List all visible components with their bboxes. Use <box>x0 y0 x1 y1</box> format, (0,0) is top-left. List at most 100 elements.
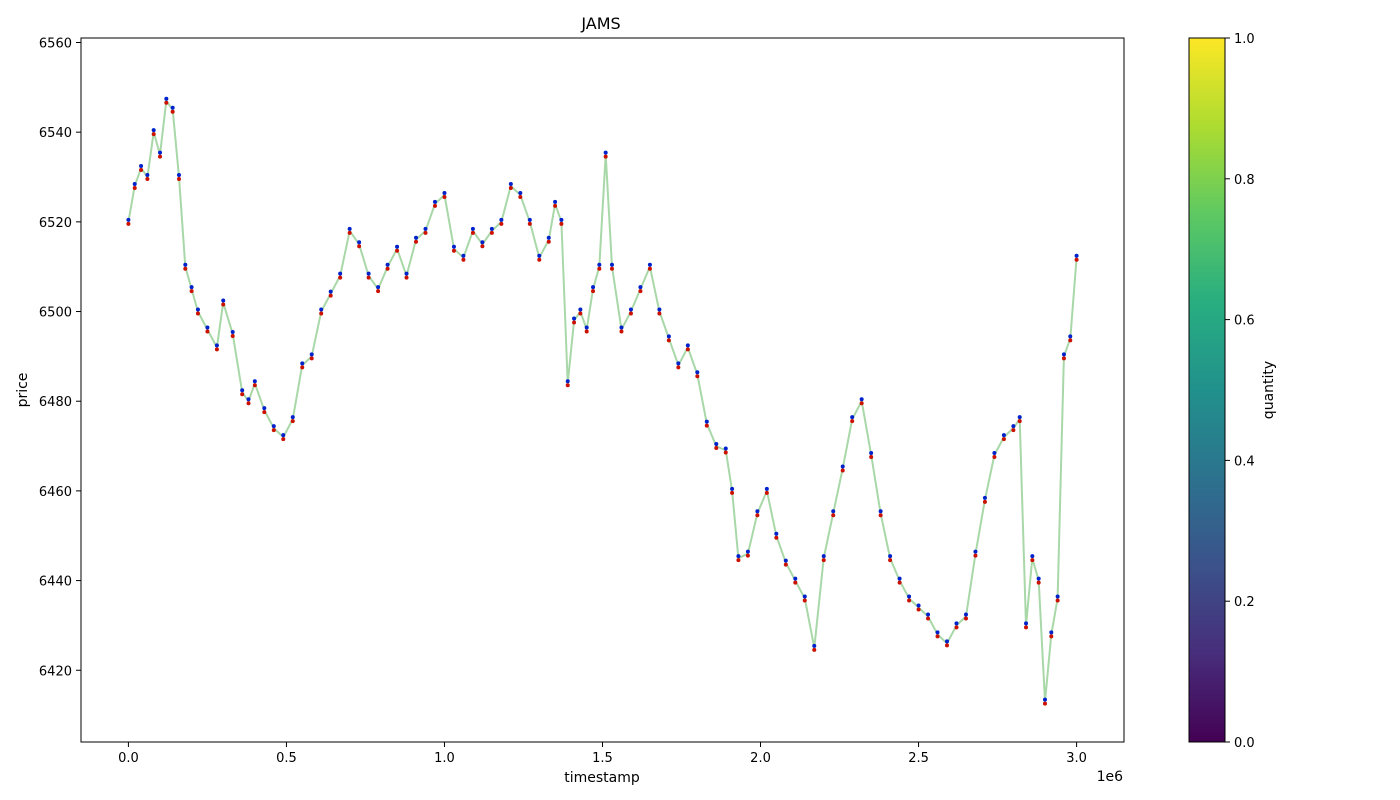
ask-point <box>158 150 163 155</box>
ask-point <box>423 226 428 231</box>
price-markers-layer <box>126 96 1079 706</box>
bid-point <box>954 625 959 630</box>
bid-point <box>205 329 210 334</box>
price-line <box>127 98 1078 702</box>
bid-point <box>366 275 371 280</box>
bid-point <box>423 230 428 235</box>
bid-point <box>591 289 596 294</box>
ask-point <box>1074 253 1079 258</box>
bid-point <box>714 446 719 451</box>
bid-point <box>935 634 940 639</box>
x-tick-label: 2.5 <box>908 751 929 766</box>
x-tick-label: 1.0 <box>434 751 455 766</box>
bid-point <box>1055 598 1060 603</box>
ask-point <box>527 217 532 222</box>
bid-point <box>158 154 163 159</box>
ask-point <box>300 361 305 366</box>
bid-point <box>730 490 735 495</box>
ask-point <box>271 424 276 429</box>
x-axis-label: timestamp <box>564 770 640 786</box>
ask-point <box>869 451 874 456</box>
ask-point <box>262 406 267 411</box>
ask-point <box>821 554 826 559</box>
bid-point <box>432 203 437 208</box>
bid-point <box>1030 558 1035 563</box>
ask-point <box>714 442 719 447</box>
ask-point <box>366 271 371 276</box>
bid-point <box>461 257 466 262</box>
ask-point <box>897 576 902 581</box>
ask-point <box>189 285 194 290</box>
ask-point <box>319 307 324 312</box>
bid-point <box>1061 356 1066 361</box>
x-tick-label: 0.5 <box>276 751 297 766</box>
bid-point <box>666 338 671 343</box>
ask-point <box>609 262 614 267</box>
bid-point <box>1011 428 1016 433</box>
bid-point <box>572 320 577 325</box>
price-line-layer <box>127 98 1078 702</box>
bid-point <box>328 293 333 298</box>
ask-point <box>518 190 523 195</box>
ask-point <box>164 96 169 101</box>
bid-point <box>404 275 409 280</box>
bid-point <box>338 275 343 280</box>
colorbar: 0.0 0.2 0.4 0.6 0.8 1.0 quantity <box>1188 32 1277 751</box>
colorbar-tick-label: 0.8 <box>1234 173 1255 188</box>
ask-point <box>357 240 362 245</box>
y-tick-label: 6540 <box>39 126 72 141</box>
chart-title: JAMS <box>580 14 620 33</box>
ask-point <box>470 226 475 231</box>
ask-point <box>240 388 245 393</box>
ask-point <box>657 307 662 312</box>
ask-point <box>205 325 210 330</box>
bid-point <box>451 248 456 253</box>
ask-point <box>290 415 295 420</box>
bid-point <box>470 230 475 235</box>
ask-point <box>878 509 883 514</box>
colorbar-tick-label: 0.0 <box>1234 736 1255 751</box>
bid-point <box>897 580 902 585</box>
bid-point <box>246 401 251 406</box>
bid-point <box>685 347 690 352</box>
ask-point <box>281 433 286 438</box>
ask-point <box>666 334 671 339</box>
ask-point <box>572 316 577 321</box>
bid-point <box>1017 419 1022 424</box>
x-axis-offset-label: 1e6 <box>1097 769 1124 785</box>
bid-point <box>603 154 608 159</box>
bid-point <box>783 562 788 567</box>
ask-point <box>755 509 760 514</box>
y-tick-label: 6420 <box>39 664 72 679</box>
bid-point <box>992 455 997 460</box>
ask-point <box>907 594 912 599</box>
ask-point <box>764 486 769 491</box>
ask-point <box>451 244 456 249</box>
ask-point <box>195 307 200 312</box>
bid-point <box>638 289 643 294</box>
bid-point <box>695 374 700 379</box>
bid-point <box>442 194 447 199</box>
ask-point <box>591 285 596 290</box>
bid-point <box>189 289 194 294</box>
ask-point <box>638 285 643 290</box>
ask-point <box>1017 415 1022 420</box>
ask-point <box>553 199 558 204</box>
ask-point <box>376 285 381 290</box>
bid-point <box>518 194 523 199</box>
bid-point <box>793 580 798 585</box>
bid-point <box>240 392 245 397</box>
colorbar-tick-label: 0.4 <box>1234 454 1255 469</box>
ask-point <box>736 554 741 559</box>
bid-point <box>755 513 760 518</box>
ask-point <box>1036 576 1041 581</box>
ask-point <box>676 361 681 366</box>
ask-point <box>812 643 817 648</box>
ask-point <box>328 289 333 294</box>
ask-point <box>888 554 893 559</box>
bid-point <box>347 230 352 235</box>
bid-point <box>774 535 779 540</box>
bid-point <box>281 437 286 442</box>
bid-point <box>1049 634 1054 639</box>
